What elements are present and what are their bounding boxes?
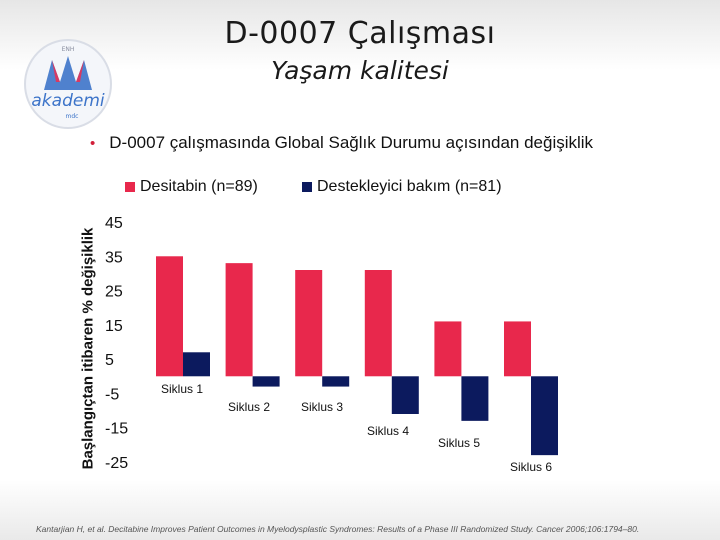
category-label: Siklus 5 bbox=[438, 436, 480, 450]
bar-series2-1 bbox=[183, 352, 210, 377]
legend-swatch-2 bbox=[302, 182, 312, 192]
bar-series2-5 bbox=[461, 376, 489, 421]
category-labels: Siklus 1 Siklus 2 Siklus 3 Siklus 4 Siklus 5… bbox=[161, 382, 552, 474]
y-tick-label: 5 bbox=[105, 352, 114, 369]
bar-series2-2 bbox=[252, 376, 280, 387]
logo-text: akademi bbox=[31, 91, 104, 111]
logo-top-text: ENH bbox=[62, 46, 75, 53]
category-label: Siklus 4 bbox=[367, 424, 409, 438]
bar-series2-4 bbox=[391, 376, 419, 414]
page-subtitle: Yaşam kalitesi bbox=[271, 56, 449, 85]
bar-series1-5 bbox=[434, 321, 462, 377]
legend-item-2: Destekleyici bakım (n=81) bbox=[302, 178, 502, 196]
category-label: Siklus 1 bbox=[161, 382, 203, 396]
bullet-icon: • bbox=[90, 135, 96, 152]
category-label: Siklus 2 bbox=[228, 400, 270, 414]
category-label: Siklus 3 bbox=[301, 400, 343, 414]
bar-series1-2 bbox=[225, 263, 253, 377]
y-tick-label: -25 bbox=[105, 455, 128, 472]
category-label: Siklus 6 bbox=[510, 460, 552, 474]
y-tick-label: 15 bbox=[105, 318, 123, 335]
page-title: D-0007 Çalışması bbox=[224, 16, 496, 51]
bar-series2-6 bbox=[531, 376, 558, 456]
legend-label-2: Destekleyici bakım (n=81) bbox=[317, 178, 502, 195]
y-tick-labels: 45 35 25 15 5 -5 -15 -25 bbox=[105, 215, 128, 472]
bar-series1-1 bbox=[156, 256, 183, 377]
y-tick-label: -15 bbox=[105, 421, 128, 438]
legend-item-1: Desitabin (n=89) bbox=[125, 178, 258, 196]
bar-series2-3 bbox=[322, 376, 350, 387]
legend-swatch-1 bbox=[125, 182, 135, 192]
citation-footer: Kantarjian H, et al. Decitabine Improves… bbox=[36, 524, 640, 534]
bullet-point: • D-0007 çalışmasında Global Sağlık Durum… bbox=[90, 133, 593, 153]
y-tick-label: 45 bbox=[105, 215, 123, 232]
bar-series1-6 bbox=[504, 321, 531, 377]
y-tick-label: 35 bbox=[105, 249, 123, 266]
akademi-logo: ENH akademi mdc bbox=[22, 38, 114, 130]
logo-bottom-text: mdc bbox=[66, 113, 79, 120]
bars bbox=[156, 256, 558, 456]
legend-label-1: Desitabin (n=89) bbox=[140, 178, 258, 195]
y-tick-label: 25 bbox=[105, 284, 123, 301]
logo-emblem-icon: ENH akademi mdc bbox=[24, 39, 112, 129]
bar-series1-3 bbox=[295, 270, 323, 377]
y-tick-label: -5 bbox=[105, 386, 119, 403]
bar-series1-4 bbox=[364, 270, 392, 377]
bullet-text: D-0007 çalışmasında Global Sağlık Durumu… bbox=[109, 133, 594, 152]
